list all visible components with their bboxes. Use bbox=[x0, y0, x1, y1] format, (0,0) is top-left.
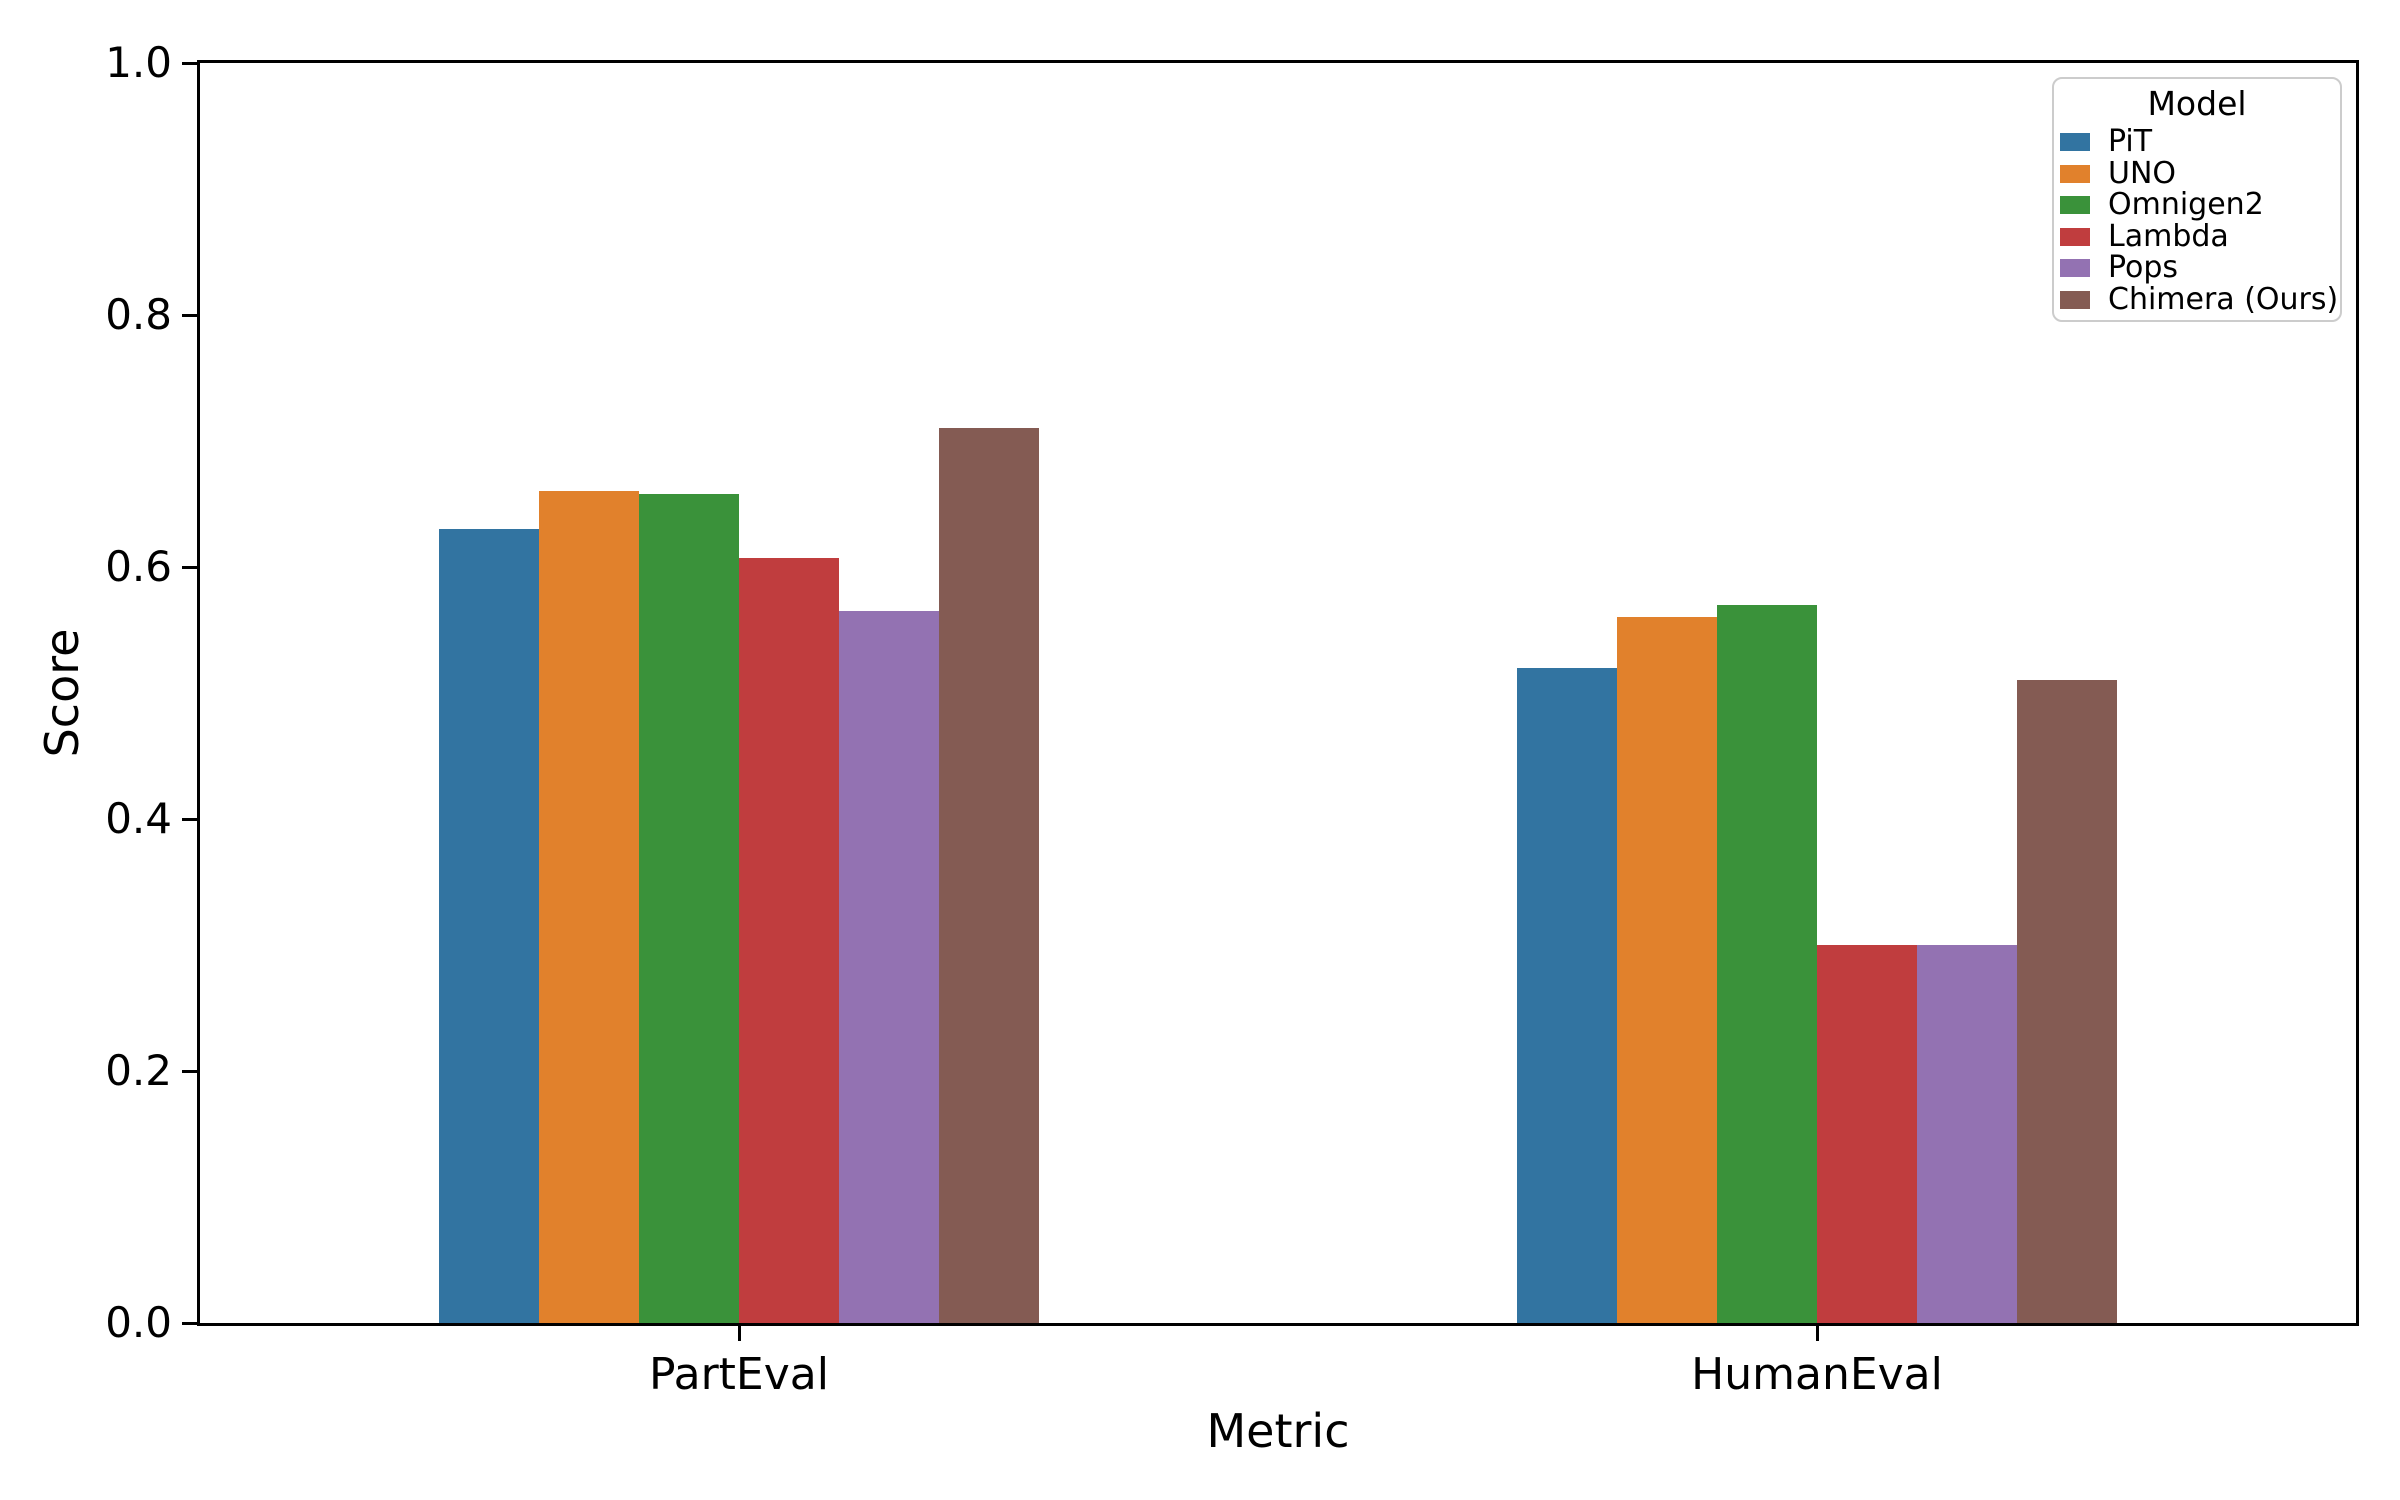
bar-humaneval-chimera-ours bbox=[2017, 680, 2117, 1323]
legend-item-lambda: Lambda bbox=[2060, 221, 2334, 253]
x-tick-mark bbox=[1815, 1326, 1819, 1341]
bar-humaneval-omnigen2 bbox=[1717, 605, 1817, 1323]
y-axis-label: Score bbox=[35, 628, 89, 758]
bar-parteval-pit bbox=[439, 529, 539, 1323]
x-axis-label: Metric bbox=[1206, 1404, 1350, 1458]
bar-humaneval-pit bbox=[1517, 668, 1617, 1323]
legend-swatch-icon bbox=[2060, 196, 2090, 215]
bar-parteval-chimera-ours bbox=[939, 428, 1039, 1323]
legend-label: Lambda bbox=[2108, 218, 2229, 254]
legend-item-pops: Pops bbox=[2060, 253, 2334, 285]
legend-items: PiT UNO Omnigen2 Lambda Pops Chimera (Ours) bbox=[2060, 127, 2338, 316]
bar-parteval-pops bbox=[839, 611, 939, 1323]
y-tick-label: 1.0 bbox=[105, 38, 172, 87]
legend-swatch-icon bbox=[2060, 164, 2090, 183]
y-tick-label: 0.0 bbox=[105, 1298, 172, 1347]
bar-parteval-omnigen2 bbox=[639, 494, 739, 1323]
y-tick-mark bbox=[182, 61, 197, 65]
bar-parteval-lambda bbox=[739, 558, 839, 1323]
x-tick-label: HumanEval bbox=[1691, 1349, 1943, 1400]
legend-swatch-icon bbox=[2060, 133, 2090, 152]
legend-swatch-icon bbox=[2060, 227, 2090, 246]
y-tick-label: 0.8 bbox=[105, 290, 172, 339]
y-tick-mark bbox=[182, 1069, 197, 1073]
y-tick-label: 0.6 bbox=[105, 542, 172, 591]
y-tick-mark bbox=[182, 1321, 197, 1325]
legend-swatch-icon bbox=[2060, 259, 2090, 278]
y-tick-label: 0.2 bbox=[105, 1046, 172, 1095]
legend: Model PiT UNO Omnigen2 Lambda Pops Chimera (O… bbox=[2052, 77, 2342, 322]
legend-title: Model bbox=[2147, 84, 2247, 123]
bar-humaneval-lambda bbox=[1817, 945, 1917, 1323]
legend-item-chimera-ours: Chimera (Ours) bbox=[2060, 284, 2338, 316]
legend-item-omnigen2: Omnigen2 bbox=[2060, 190, 2334, 222]
bar-humaneval-pops bbox=[1917, 945, 2017, 1323]
legend-swatch-icon bbox=[2060, 290, 2090, 309]
y-tick-label: 0.4 bbox=[105, 794, 172, 843]
legend-label: Pops bbox=[2108, 250, 2179, 286]
x-tick-label: PartEval bbox=[649, 1349, 829, 1400]
y-tick-mark bbox=[182, 313, 197, 317]
legend-item-pit: PiT bbox=[2060, 127, 2334, 159]
legend-label: PiT bbox=[2108, 124, 2153, 160]
y-tick-mark bbox=[182, 817, 197, 821]
bar-humaneval-uno bbox=[1617, 617, 1717, 1323]
legend-label: UNO bbox=[2108, 155, 2177, 191]
x-tick-mark bbox=[737, 1326, 741, 1341]
legend-label: Omnigen2 bbox=[2108, 187, 2264, 223]
legend-label: Chimera (Ours) bbox=[2108, 281, 2339, 317]
plot-area bbox=[197, 60, 2359, 1326]
y-tick-mark bbox=[182, 565, 197, 569]
legend-item-uno: UNO bbox=[2060, 158, 2334, 190]
bar-parteval-uno bbox=[539, 491, 639, 1323]
